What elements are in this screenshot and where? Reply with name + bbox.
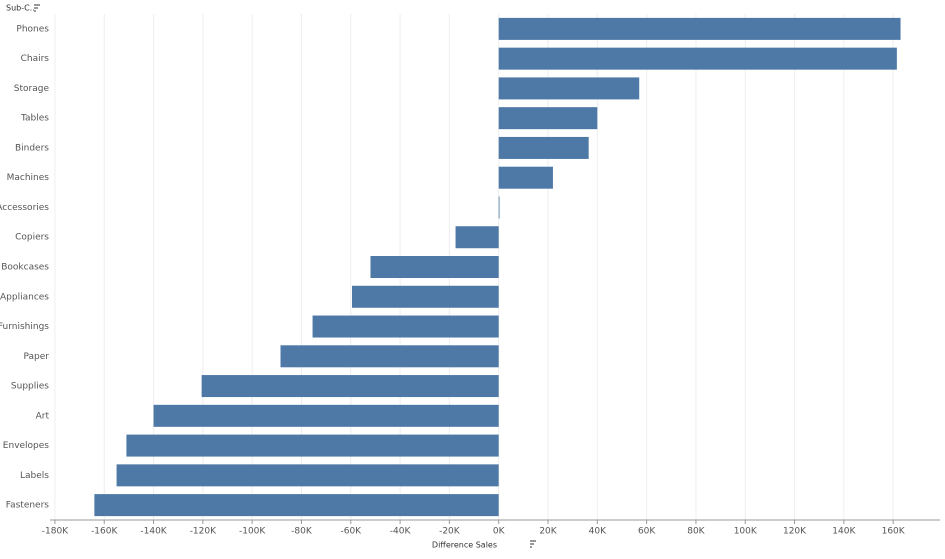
y-tick-label: Bookcases xyxy=(1,263,49,273)
y-tick-label: Art xyxy=(36,411,50,421)
y-tick-label: Machines xyxy=(7,173,50,183)
x-tick-label: -100K xyxy=(239,527,266,537)
x-tick-label: 140K xyxy=(832,527,856,537)
sort-icon[interactable] xyxy=(530,540,536,548)
x-tick-label: -160K xyxy=(91,527,118,537)
bar xyxy=(498,196,500,219)
sort-icon[interactable] xyxy=(34,4,40,12)
y-tick-label: Phones xyxy=(16,24,49,34)
y-tick-label: Supplies xyxy=(11,382,49,392)
x-tick-label: -40K xyxy=(390,527,412,537)
y-tick-label: Copiers xyxy=(15,233,49,243)
x-axis-title: Difference Sales xyxy=(432,541,497,550)
y-tick-label: Tables xyxy=(20,114,49,124)
bar xyxy=(116,464,499,487)
y-tick-label: Paper xyxy=(24,352,50,362)
y-tick-label: Binders xyxy=(15,143,49,153)
x-tick-label: -140K xyxy=(140,527,167,537)
bar xyxy=(370,256,499,278)
y-tick-label: Storage xyxy=(14,84,50,94)
bar xyxy=(498,77,640,100)
y-tick-label: Accessories xyxy=(0,203,49,213)
bar xyxy=(455,226,499,249)
bar xyxy=(280,345,499,368)
bar xyxy=(126,434,499,457)
y-tick-label: Envelopes xyxy=(3,441,50,451)
bar xyxy=(498,166,553,189)
x-tick-label: 40K xyxy=(589,527,607,537)
bar xyxy=(498,47,897,70)
bar xyxy=(498,136,589,159)
x-tick-label: 120K xyxy=(783,527,807,537)
bar xyxy=(498,17,901,40)
y-tick-label: Fasteners xyxy=(6,501,50,511)
x-tick-label: -20K xyxy=(439,527,461,537)
x-tick-label: -60K xyxy=(340,527,362,537)
y-tick-label: Furnishings xyxy=(0,322,49,332)
y-tick-label: Labels xyxy=(20,471,49,481)
y-tick-label: Chairs xyxy=(21,54,50,64)
y-header: Sub-C.. xyxy=(6,4,35,13)
bar xyxy=(312,315,499,338)
x-tick-label: 20K xyxy=(539,527,557,537)
y-tick-label: Appliances xyxy=(0,292,49,302)
bar xyxy=(153,404,499,427)
x-tick-label: -180K xyxy=(42,527,69,537)
x-tick-label: 80K xyxy=(687,527,705,537)
bar xyxy=(201,375,499,398)
bar xyxy=(94,494,499,517)
x-tick-label: 100K xyxy=(734,527,758,537)
x-tick-label: 160K xyxy=(882,527,906,537)
x-tick-label: 60K xyxy=(638,527,656,537)
bar xyxy=(498,107,598,130)
x-tick-label: -120K xyxy=(190,527,217,537)
x-tick-label: -80K xyxy=(291,527,313,537)
bar xyxy=(352,285,499,308)
x-tick-label: 0K xyxy=(493,527,506,537)
